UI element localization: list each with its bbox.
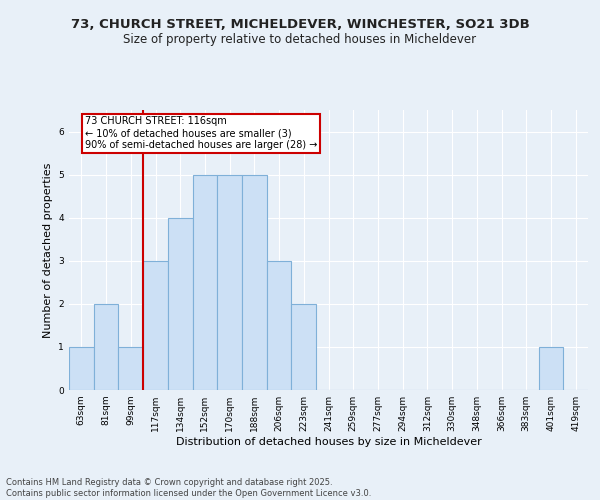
Text: 73, CHURCH STREET, MICHELDEVER, WINCHESTER, SO21 3DB: 73, CHURCH STREET, MICHELDEVER, WINCHEST… [71,18,529,30]
Bar [193,174,217,390]
Bar [168,218,193,390]
X-axis label: Distribution of detached houses by size in Micheldever: Distribution of detached houses by size … [176,437,481,447]
Bar [539,347,563,390]
Bar [267,261,292,390]
Bar [94,304,118,390]
Bar [292,304,316,390]
Text: 73 CHURCH STREET: 116sqm
← 10% of detached houses are smaller (3)
90% of semi-de: 73 CHURCH STREET: 116sqm ← 10% of detach… [85,116,317,150]
Bar [143,261,168,390]
Bar [242,174,267,390]
Bar [217,174,242,390]
Bar [118,347,143,390]
Text: Contains HM Land Registry data © Crown copyright and database right 2025.
Contai: Contains HM Land Registry data © Crown c… [6,478,371,498]
Y-axis label: Number of detached properties: Number of detached properties [43,162,53,338]
Text: Size of property relative to detached houses in Micheldever: Size of property relative to detached ho… [124,32,476,46]
Bar [69,347,94,390]
